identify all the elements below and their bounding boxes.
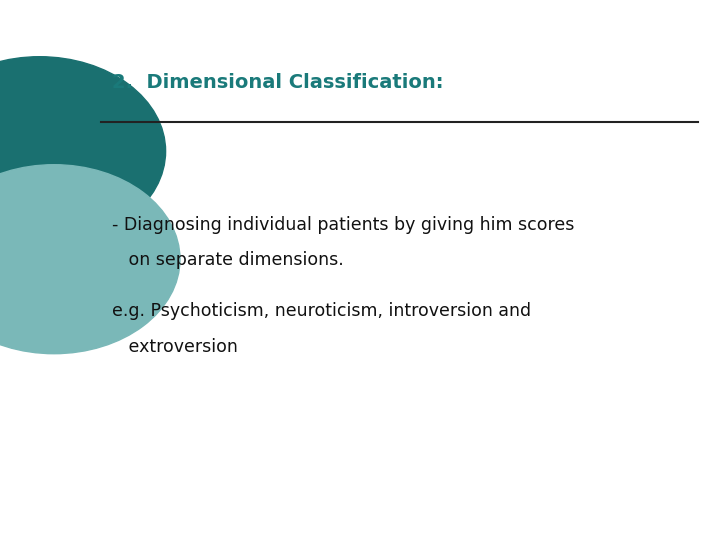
Text: - Diagnosing individual patients by giving him scores: - Diagnosing individual patients by givi… — [112, 216, 574, 234]
Text: 2.  Dimensional Classification:: 2. Dimensional Classification: — [112, 73, 443, 92]
Circle shape — [0, 57, 166, 246]
Circle shape — [0, 165, 180, 354]
Text: e.g. Psychoticism, neuroticism, introversion and: e.g. Psychoticism, neuroticism, introver… — [112, 302, 531, 320]
Text: extroversion: extroversion — [112, 338, 238, 355]
Text: on separate dimensions.: on separate dimensions. — [112, 251, 343, 269]
